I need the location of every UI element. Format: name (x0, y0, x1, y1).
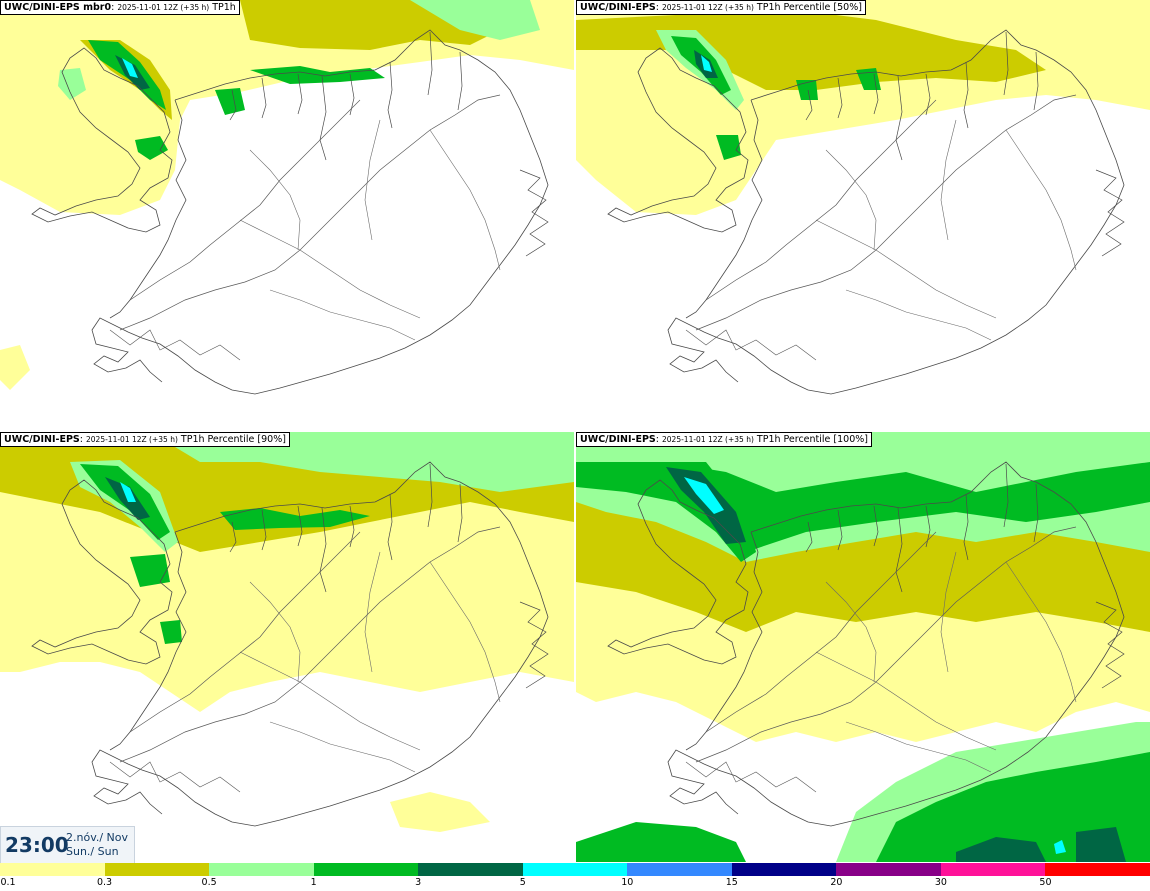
colorbar-label: 0.3 (96, 877, 113, 888)
precipitation-map (0, 0, 574, 395)
colorbar (0, 863, 1150, 876)
panel-title: UWC/DINI-EPS: 2025-11-01 12Z (+35 h) TP1… (576, 432, 872, 447)
valid-date: 2.nóv./ Nov Sun./ Sun (66, 831, 128, 859)
colorbar-segment (313, 863, 419, 876)
panel-title: UWC/DINI-EPS: 2025-11-01 12Z (+35 h) TP1… (0, 432, 290, 447)
product-name: TP1h Percentile [50%] (756, 2, 862, 13)
product-name: TP1h Percentile [100%] (756, 434, 868, 445)
colorbar-label: 20 (830, 877, 843, 888)
colorbar-segment (209, 863, 314, 876)
colorbar-label: 3 (415, 877, 422, 888)
colorbar-label: 5 (519, 877, 526, 888)
map-panel-mbr0: UWC/DINI-EPS mbr0: 2025-11-01 12Z (+35 h… (0, 0, 574, 430)
valid-date-line2: Sun./ Sun (66, 845, 119, 858)
colorbar-segment (1045, 863, 1150, 876)
colorbar-segment (627, 863, 732, 876)
valid-time: 23:00 (5, 833, 69, 857)
colorbar-label: 15 (725, 877, 738, 888)
run-time: 2025-11-01 12Z (+35 h) (662, 3, 754, 12)
map-panel-p100: UWC/DINI-EPS: 2025-11-01 12Z (+35 h) TP1… (576, 432, 1150, 862)
panel-title: UWC/DINI-EPS: 2025-11-01 12Z (+35 h) TP1… (576, 0, 866, 15)
map-panel-p90: UWC/DINI-EPS: 2025-11-01 12Z (+35 h) TP1… (0, 432, 574, 862)
run-time: 2025-11-01 12Z (+35 h) (86, 435, 178, 444)
model-name: UWC/DINI-EPS (580, 2, 656, 13)
model-name: UWC/DINI-EPS (580, 434, 656, 445)
colorbar-segment (0, 863, 105, 876)
run-time: 2025-11-01 12Z (+35 h) (662, 435, 754, 444)
model-name: UWC/DINI-EPS mbr0 (4, 2, 112, 13)
valid-time-box: 23:00 2.nóv./ Nov Sun./ Sun (0, 826, 135, 864)
precipitation-map (576, 432, 1150, 862)
colorbar-label: 10 (621, 877, 634, 888)
colorbar-segment (836, 863, 941, 876)
model-name: UWC/DINI-EPS (4, 434, 80, 445)
product-name: TP1h Percentile [90%] (180, 434, 286, 445)
colorbar-label: 1 (310, 877, 317, 888)
colorbar-segment (940, 863, 1046, 876)
colorbar-label: 50 (1039, 877, 1052, 888)
colorbar-labels: 0.1 0.3 0.5 1 3 5 10 15 20 30 50 (0, 876, 1150, 891)
colorbar-segment (522, 863, 628, 876)
colorbar-segment (418, 863, 523, 876)
map-panel-p50: UWC/DINI-EPS: 2025-11-01 12Z (+35 h) TP1… (576, 0, 1150, 430)
colorbar-segment (731, 863, 837, 876)
run-time: 2025-11-01 12Z (+35 h) (117, 3, 210, 12)
colorbar-segment (104, 863, 210, 876)
precipitation-map (576, 0, 1150, 395)
colorbar-label: 0.1 (0, 877, 16, 888)
product-name: TP1h (212, 2, 236, 13)
colorbar-label: 0.5 (201, 877, 217, 888)
colorbar-label: 30 (934, 877, 947, 888)
valid-date-line1: 2.nóv./ Nov (66, 831, 129, 844)
panel-title: UWC/DINI-EPS mbr0: 2025-11-01 12Z (+35 h… (0, 0, 240, 15)
precipitation-map (0, 432, 574, 832)
